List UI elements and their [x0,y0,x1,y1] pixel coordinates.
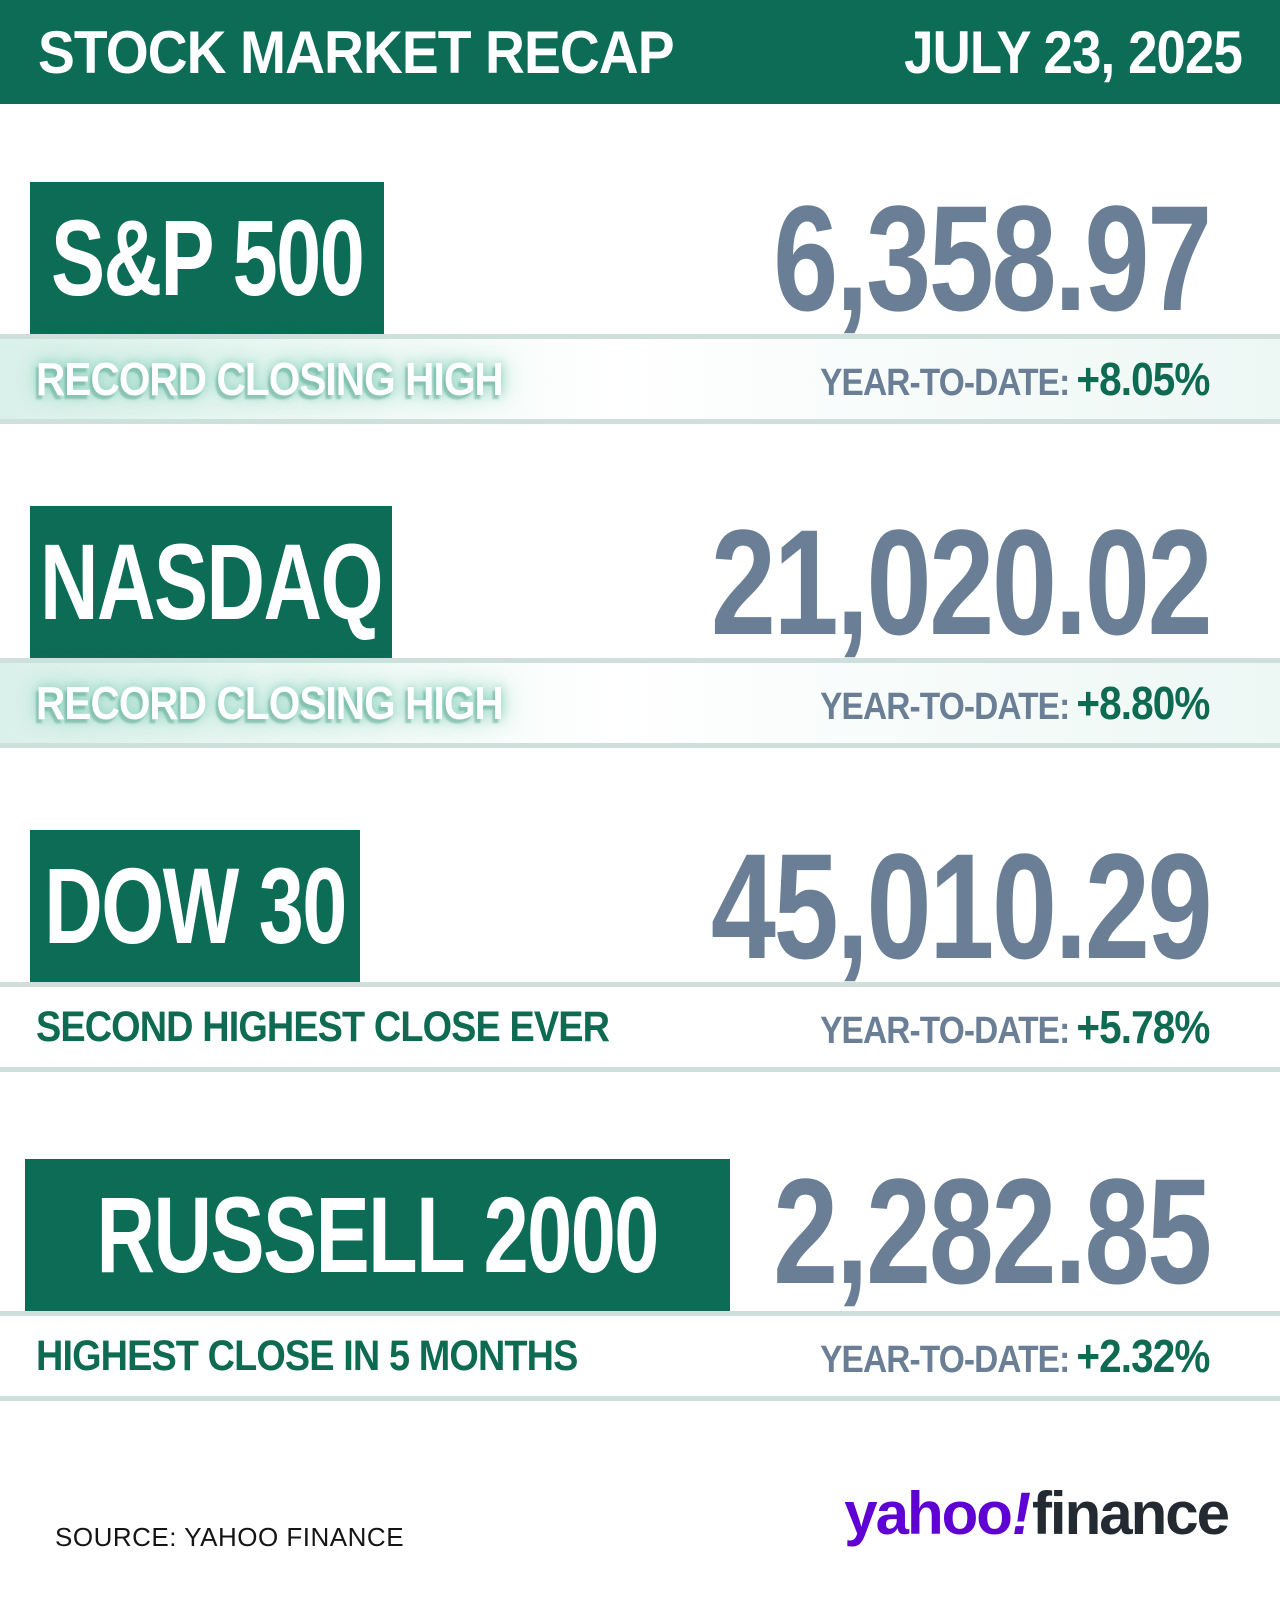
source-label: SOURCE: YAHOO FINANCE [55,1522,405,1552]
ytd-value: +8.80% [1076,677,1211,729]
ytd-group: YEAR-TO-DATE: +5.78% [820,1000,1211,1054]
ytd-group: YEAR-TO-DATE: +8.80% [820,676,1211,730]
index-close-value: 21,020.02 [710,498,1213,666]
note-label: RECORD CLOSING HIGH [36,677,504,729]
index-name-box-sp500: S&P 500 [30,182,384,334]
note-label: RECORD CLOSING HIGH [36,353,504,405]
note-label: SECOND HIGHEST CLOSE EVER [36,1002,610,1051]
ytd-group: YEAR-TO-DATE: +8.05% [820,352,1211,406]
note-band: RECORD CLOSING HIGH YEAR-TO-DATE: +8.05% [0,334,1280,424]
index-close-value: 2,282.85 [773,1147,1212,1315]
page-title: STOCK MARKET RECAP [38,18,675,86]
note-band: RECORD CLOSING HIGH YEAR-TO-DATE: +8.80% [0,658,1280,748]
ytd-label: YEAR-TO-DATE: [820,686,1071,728]
index-close-value: 45,010.29 [710,822,1213,990]
ytd-label: YEAR-TO-DATE: [820,362,1071,404]
ytd-label: YEAR-TO-DATE: [820,1339,1071,1381]
index-name-box-dow30: DOW 30 [30,830,360,982]
ytd-value: +8.05% [1076,353,1211,405]
index-name-box-nasdaq: NASDAQ [30,506,392,658]
index-name-label: DOW 30 [44,845,347,966]
ytd-group: YEAR-TO-DATE: +2.32% [820,1329,1211,1383]
ytd-value: +5.78% [1076,1001,1211,1053]
logo-finance-text: finance [1031,1480,1230,1547]
note-band: SECOND HIGHEST CLOSE EVER YEAR-TO-DATE: … [0,982,1280,1072]
note-label: HIGHEST CLOSE IN 5 MONTHS [36,1331,578,1380]
index-name-label: NASDAQ [39,521,384,642]
note-band: HIGHEST CLOSE IN 5 MONTHS YEAR-TO-DATE: … [0,1311,1280,1401]
index-name-box-russell2000: RUSSELL 2000 [25,1159,730,1311]
ytd-label: YEAR-TO-DATE: [820,1010,1071,1052]
yahoo-finance-logo: yahoo!finance [844,1480,1230,1547]
date-label: JULY 23, 2025 [904,18,1243,86]
logo-yahoo-text: yahoo [844,1480,1013,1547]
index-name-label: RUSSELL 2000 [96,1174,660,1295]
index-close-value: 6,358.97 [773,174,1212,342]
ytd-value: +2.32% [1076,1330,1211,1382]
header-bar: STOCK MARKET RECAP JULY 23, 2025 [0,0,1280,104]
index-name-label: S&P 500 [50,197,365,318]
